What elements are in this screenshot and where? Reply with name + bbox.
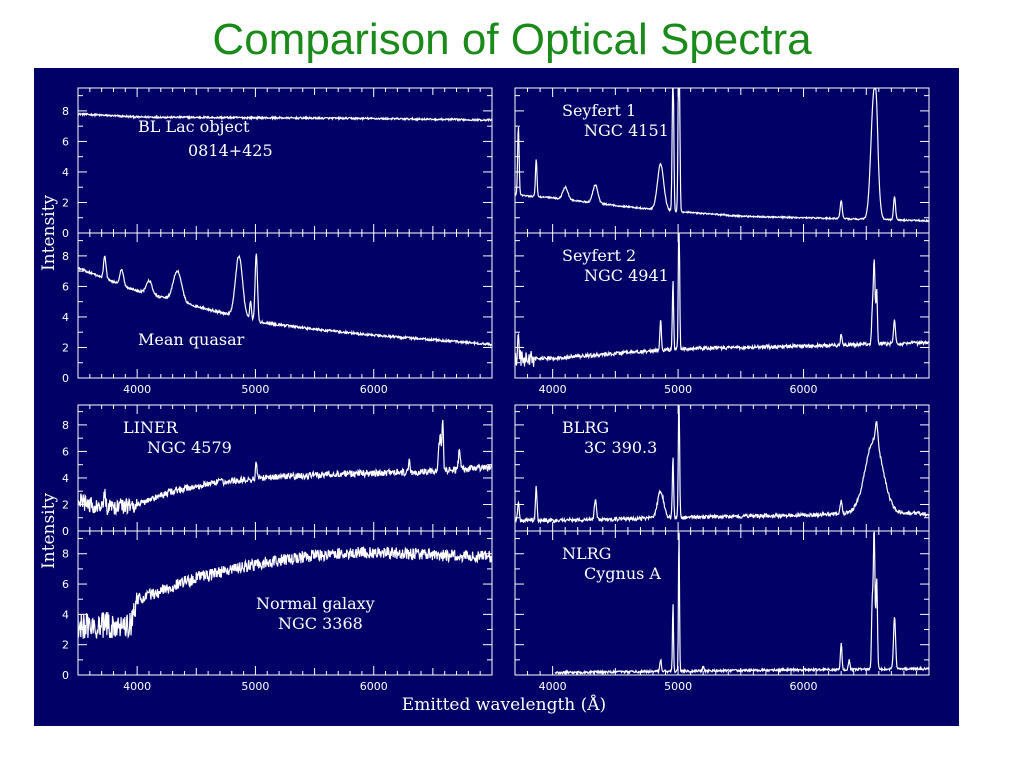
x-tick-label: 5000 <box>241 383 269 396</box>
spectrum-line <box>77 419 493 517</box>
y-tick-label: 2 <box>62 639 69 652</box>
y-axis-label: Intensity <box>39 493 59 569</box>
x-tick-label: 6000 <box>790 680 818 693</box>
x-axis-label: Emitted wavelength (Å) <box>402 694 606 715</box>
panel-label-primary: Normal galaxy <box>256 594 375 613</box>
spectrum-line <box>77 111 493 123</box>
x-tick-label: 5000 <box>664 680 692 693</box>
y-tick-label: 2 <box>62 498 69 511</box>
y-tick-label: 4 <box>62 608 69 621</box>
panel-label-secondary: 3C 390.3 <box>584 438 657 457</box>
spectrum-line <box>514 88 930 223</box>
x-tick-label: 6000 <box>360 383 388 396</box>
x-tick-label: 4000 <box>123 383 151 396</box>
spectra-figure: 0 2 4 6 8 BL Lac object 0814+425 0 2 4 6 8 4000 5000 6… <box>34 68 959 726</box>
panel-label-primary: LINER <box>123 418 179 437</box>
x-tick-label: 5000 <box>241 680 269 693</box>
x-tick-label: 6000 <box>790 383 818 396</box>
y-tick-label: 6 <box>62 135 69 148</box>
y-tick-label: 2 <box>62 196 69 209</box>
panel-label-secondary: 0814+425 <box>188 141 273 160</box>
y-tick-label: 4 <box>62 166 69 179</box>
spectrum-line <box>77 546 493 639</box>
y-tick-label: 8 <box>62 250 69 263</box>
y-tick-label: 8 <box>62 105 69 118</box>
y-tick-label: 4 <box>62 472 69 485</box>
panel-label-primary: Seyfert 2 <box>562 246 636 265</box>
y-tick-label: 6 <box>62 280 69 293</box>
spectrum-line <box>514 405 930 525</box>
y-tick-label: 0 <box>62 372 69 385</box>
x-tick-label: 4000 <box>123 680 151 693</box>
y-tick-label: 8 <box>62 419 69 432</box>
y-axis-label: Intensity <box>39 195 59 271</box>
panel-label-secondary: NGC 4941 <box>584 266 669 285</box>
y-tick-label: 4 <box>62 311 69 324</box>
panel-label-primary: Seyfert 1 <box>562 101 636 120</box>
panel-bl-lac: 0 2 4 6 8 BL Lac object 0814+425 <box>62 87 493 240</box>
panel-frame <box>514 530 930 676</box>
y-tick-label: 6 <box>62 445 69 458</box>
panel-frame <box>77 232 493 379</box>
y-tick-label: 0 <box>62 669 69 682</box>
x-tick-label: 4000 <box>539 680 567 693</box>
spectrum-line <box>77 253 493 347</box>
spectrum-line <box>514 233 930 367</box>
panel-label-secondary: NGC 4151 <box>584 121 669 140</box>
y-tick-label: 8 <box>62 548 69 561</box>
panel-label-primary: BL Lac object <box>138 117 250 136</box>
panel-frame <box>514 232 930 379</box>
panel-label-secondary: NGC 3368 <box>278 614 363 633</box>
y-tick-label: 6 <box>62 578 69 591</box>
panel-mean-quasar: 0 2 4 6 8 4000 5000 6000 Mean quasar <box>62 232 493 396</box>
x-tick-label: 6000 <box>360 680 388 693</box>
y-tick-label: 0 <box>62 227 69 240</box>
spectra-plot: 0 2 4 6 8 BL Lac object 0814+425 0 2 4 6 8 4000 5000 6… <box>39 87 930 715</box>
panel-label-secondary: NGC 4579 <box>147 438 232 457</box>
x-tick-label: 5000 <box>664 383 692 396</box>
panel-label-secondary: Cygnus A <box>584 564 661 583</box>
slide-title: Comparison of Optical Spectra <box>212 15 812 64</box>
panel-frame <box>77 87 493 234</box>
y-tick-label: 2 <box>62 341 69 354</box>
panel-label-primary: Mean quasar <box>138 330 245 349</box>
x-tick-label: 4000 <box>539 383 567 396</box>
y-tick-label: 0 <box>62 525 69 538</box>
panel-frame <box>77 530 493 676</box>
spectrum-line <box>554 531 930 676</box>
panel-label-primary: BLRG <box>562 418 609 437</box>
panel-label-primary: NLRG <box>562 544 611 563</box>
